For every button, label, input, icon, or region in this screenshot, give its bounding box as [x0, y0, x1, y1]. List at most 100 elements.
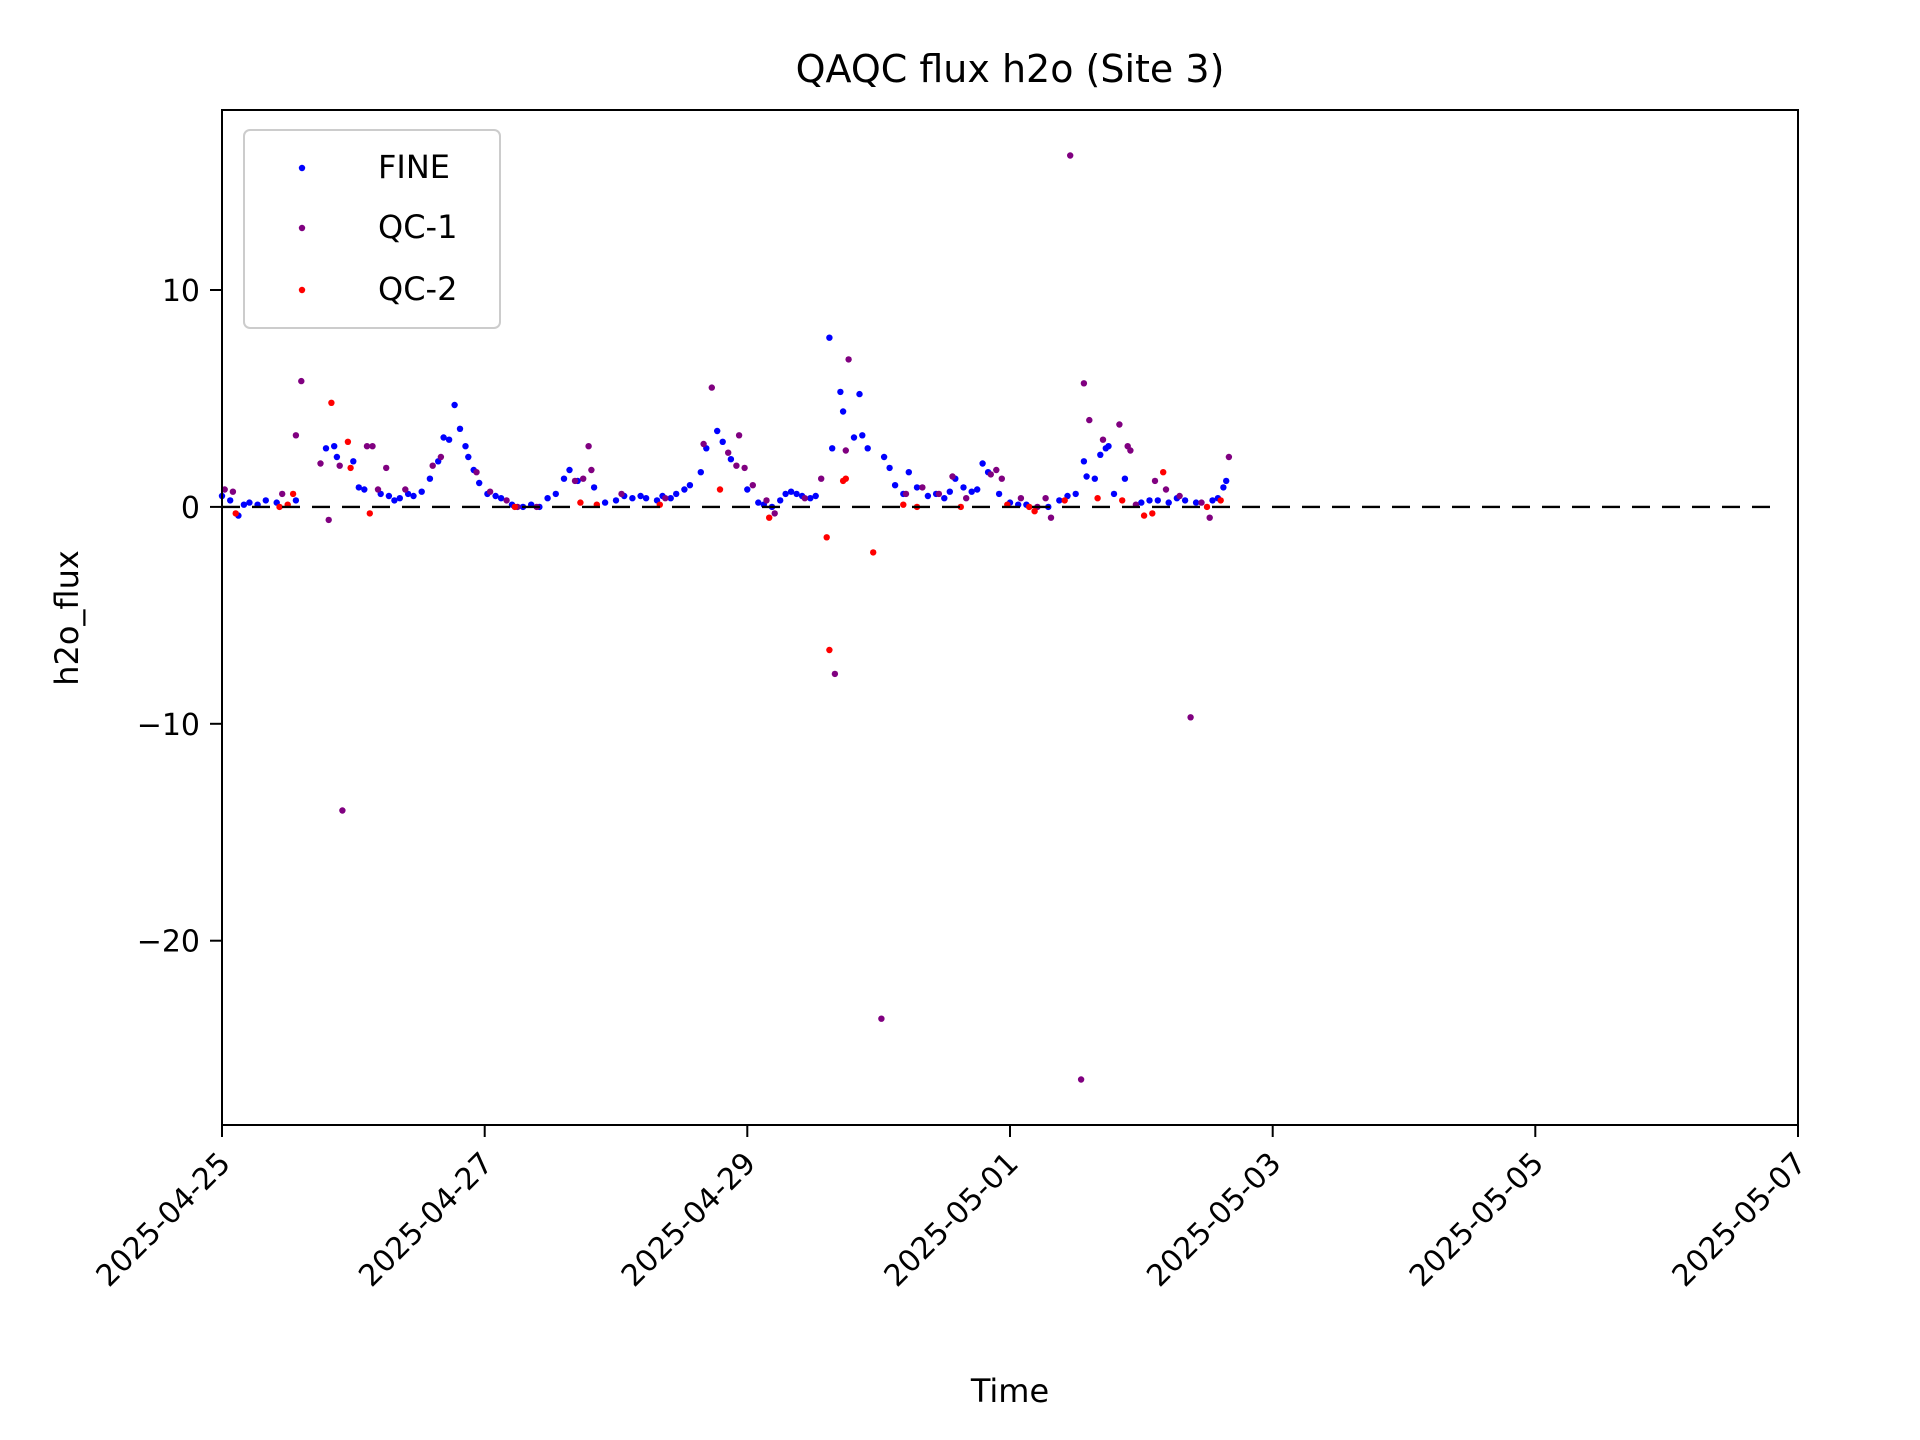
data-point-qc1: [1067, 152, 1074, 159]
data-point-qc1: [229, 488, 237, 495]
data-point-fine: [476, 479, 483, 487]
data-point-fine: [905, 469, 912, 476]
data-point-fine: [456, 425, 464, 432]
data-point-qc1: [733, 462, 740, 469]
data-point-qc1: [708, 384, 715, 391]
data-point-fine: [891, 482, 899, 489]
data-point-fine: [1146, 497, 1153, 504]
data-point-fine: [333, 453, 341, 461]
data-point-qc1: [383, 464, 390, 472]
y-tick-label: −20: [137, 925, 200, 960]
data-point-fine: [727, 456, 735, 463]
data-point-fine: [839, 408, 847, 415]
data-point-fine: [227, 497, 234, 504]
data-point-qc1: [763, 497, 770, 504]
data-point-fine: [812, 492, 819, 500]
y-axis: −20 −10 0 10: [137, 274, 222, 960]
data-point-fine: [826, 334, 833, 341]
data-point-qc2: [1217, 497, 1224, 504]
data-point-fine: [673, 490, 680, 498]
data-point-fine: [322, 445, 330, 452]
data-point-fine: [782, 490, 789, 498]
data-point-qc2: [276, 503, 283, 511]
data-point-qc1: [1225, 453, 1233, 461]
data-point-qc1: [369, 443, 376, 450]
data-point-fine: [426, 475, 434, 482]
legend: FINE QC-1 QC-2: [243, 129, 501, 329]
data-point-qc1: [402, 486, 409, 493]
data-point-qc1: [298, 377, 305, 385]
data-point-qc1: [1042, 495, 1049, 502]
data-point-fine: [361, 486, 368, 493]
data-point-qc1: [1187, 714, 1194, 721]
data-point-fine: [1181, 497, 1189, 504]
data-point-fine: [755, 499, 762, 506]
data-point-qc1: [949, 473, 956, 480]
data-point-qc1: [741, 464, 748, 472]
data-point-qc2: [1149, 510, 1156, 517]
y-axis-title: h2o_flux: [48, 550, 86, 686]
data-point-qc1: [571, 477, 579, 485]
data-point-fine: [850, 434, 858, 441]
data-point-fine: [829, 445, 836, 452]
data-point-qc2: [511, 503, 518, 511]
data-point-qc1: [317, 460, 324, 467]
data-point-qc1: [878, 1015, 885, 1022]
data-point-qc1: [842, 447, 849, 454]
data-point-qc1: [1127, 447, 1134, 454]
data-point-fine: [590, 484, 598, 491]
data-point-qc1: [1198, 499, 1205, 506]
data-point-fine: [1220, 484, 1227, 491]
data-point-fine: [385, 492, 393, 500]
data-point-qc1: [845, 356, 852, 363]
data-point-qc1: [588, 466, 595, 474]
data-point-qc1: [363, 443, 371, 450]
data-point-fine: [686, 482, 694, 489]
data-point-fine: [410, 492, 417, 500]
data-point-qc2: [1140, 512, 1148, 519]
data-point-qc2: [328, 399, 335, 406]
data-point-fine: [1080, 458, 1088, 465]
data-point-qc2: [1061, 497, 1068, 504]
data-point-fine: [697, 469, 704, 476]
data-point-fine: [1165, 499, 1172, 506]
data-point-qc1: [1017, 495, 1025, 502]
data-point-fine: [451, 401, 458, 409]
data-point-fine: [1110, 490, 1118, 498]
data-point-fine: [292, 497, 300, 504]
y-tick-label: 10: [162, 274, 200, 309]
data-point-fine: [995, 490, 1003, 498]
data-point-qc1: [725, 449, 732, 456]
data-point-fine: [1209, 497, 1216, 504]
plot-frame: [221, 109, 1799, 1126]
data-point-fine: [637, 492, 644, 500]
data-point-qc1: [987, 471, 994, 478]
data-point-fine: [440, 434, 447, 441]
data-point-fine: [714, 427, 721, 435]
legend-label-fine: FINE: [378, 148, 450, 186]
data-point-qc2: [232, 510, 239, 517]
data-point-fine: [262, 497, 269, 504]
data-point-qc2: [577, 499, 584, 506]
legend-marker-qc2: [298, 286, 306, 294]
data-point-qc2: [347, 464, 354, 472]
y-tick-label: −10: [137, 708, 200, 743]
data-point-fine: [777, 497, 784, 504]
data-point-qc1: [374, 486, 382, 493]
data-point-qc1: [1116, 421, 1123, 428]
data-point-fine: [1121, 475, 1129, 482]
data-point-qc1: [1206, 514, 1213, 521]
data-point-fine: [1056, 497, 1063, 504]
data-point-fine: [979, 460, 986, 467]
data-point-fine: [946, 488, 953, 495]
data-point-fine: [566, 466, 573, 474]
data-point-fine: [924, 492, 932, 500]
data-point-qc1: [935, 490, 943, 498]
data-point-fine: [886, 464, 893, 472]
data-point-qc1: [963, 495, 970, 502]
data-point-fine: [612, 497, 620, 504]
data-point-qc1: [1047, 514, 1055, 521]
data-point-qc1: [998, 475, 1005, 482]
data-point-qc2: [1026, 503, 1033, 511]
